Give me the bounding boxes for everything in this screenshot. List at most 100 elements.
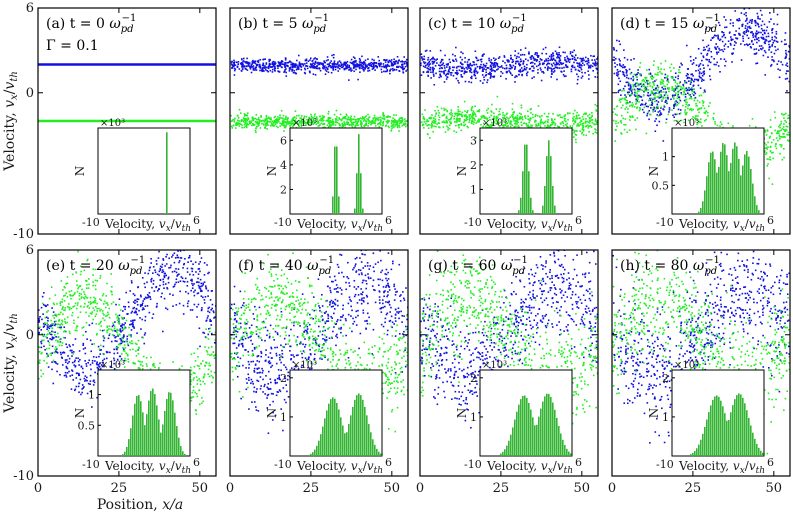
beam-blue-point: [511, 66, 513, 69]
beam-green-point: [276, 118, 278, 120]
beam-blue-point: [768, 49, 770, 51]
beam-green-point: [621, 90, 623, 92]
beam-green-point: [616, 114, 618, 116]
beam-green-point: [327, 110, 330, 113]
beam-blue-point: [443, 64, 446, 67]
beam-blue-point: [233, 74, 236, 76]
beam-green-point: [454, 113, 457, 116]
beam-blue-point: [689, 88, 692, 91]
beam-blue-point: [436, 62, 438, 64]
beam-blue-point: [543, 62, 545, 64]
beam-blue-point: [620, 65, 623, 68]
beam-blue-point: [445, 66, 448, 68]
beam-green-point: [626, 131, 628, 134]
inset-xlabel: Velocity, vx/vth: [486, 217, 573, 234]
beam-green-point: [467, 126, 469, 129]
beam-blue-point: [118, 298, 121, 300]
beam-blue-point: [321, 62, 324, 65]
axes-frame: [419, 7, 599, 235]
beam-green-point: [365, 121, 368, 123]
beam-blue-point: [43, 333, 46, 336]
beam-green-point: [382, 122, 384, 124]
beam-blue-point: [710, 50, 713, 53]
beam-blue-point: [420, 53, 423, 56]
beam-blue-point: [463, 68, 466, 70]
beam-blue-point: [247, 64, 250, 67]
beam-green-point: [782, 133, 784, 135]
beam-blue-point: [259, 67, 262, 69]
beam-blue-point: [666, 102, 668, 105]
beam-blue-point: [316, 62, 318, 64]
beam-blue-point: [152, 313, 155, 315]
beam-green-point: [653, 93, 656, 96]
beam-green-point: [537, 122, 540, 125]
beam-blue-point: [619, 89, 621, 91]
beam-green-point: [662, 82, 664, 85]
beam-green-point: [352, 121, 355, 124]
beam-blue-point: [493, 62, 496, 65]
beam-blue-point: [246, 62, 249, 65]
beam-blue-point: [176, 256, 179, 259]
beam-green-point: [438, 112, 440, 114]
beam-blue-point: [630, 71, 633, 74]
beam-blue-point: [628, 68, 631, 71]
beam-green-point: [471, 118, 474, 120]
beam-green-point: [446, 110, 448, 112]
beam-blue-point: [147, 272, 150, 275]
beam-blue-point: [336, 62, 339, 65]
beam-blue-point: [570, 70, 573, 73]
beam-blue-point: [71, 351, 73, 354]
beam-blue-point: [639, 83, 642, 85]
beam-blue-point: [282, 63, 284, 66]
beam-green-point: [673, 90, 675, 92]
beam-blue-point: [691, 63, 694, 65]
beam-green-point: [274, 115, 277, 118]
beam-blue-point: [356, 64, 358, 67]
beam-blue-point: [232, 61, 235, 64]
beam-green-point: [574, 130, 577, 132]
beam-blue-point: [747, 26, 749, 28]
beam-blue-point: [522, 62, 525, 64]
beam-green-point: [528, 125, 530, 128]
beam-green-point: [241, 120, 243, 122]
beam-blue-point: [324, 67, 326, 69]
beam-green-point: [682, 85, 685, 88]
beam-green-point: [624, 118, 627, 120]
beam-green-point: [355, 124, 357, 127]
beam-blue-point: [747, 30, 749, 32]
beam-blue-point: [732, 38, 734, 41]
beam-blue-point: [351, 62, 354, 65]
beam-blue-point: [444, 54, 446, 57]
beam-green-point: [364, 124, 366, 126]
beam-blue-point: [120, 324, 122, 327]
beam-blue-point: [718, 24, 721, 27]
beam-green-point: [662, 80, 665, 83]
beam-green-point: [468, 115, 471, 118]
beam-blue-point: [727, 40, 730, 42]
beam-green-point: [449, 121, 452, 124]
beam-green-point: [546, 120, 549, 123]
beam-blue-point: [380, 68, 383, 71]
beam-blue-point: [287, 61, 289, 64]
beam-blue-point: [424, 61, 427, 64]
beam-blue-point: [38, 317, 40, 320]
beam-blue-point: [290, 61, 292, 63]
beam-blue-point: [560, 70, 562, 73]
beam-green-point: [355, 120, 357, 123]
beam-green-point: [237, 115, 239, 117]
beam-blue-point: [505, 67, 508, 70]
beam-blue-point: [186, 271, 189, 273]
beam-green-point: [387, 125, 390, 128]
beam-green-point: [274, 123, 277, 126]
beam-blue-point: [384, 70, 387, 73]
beam-green-point: [374, 125, 377, 127]
beam-green-point: [395, 123, 398, 125]
beam-blue-point: [54, 331, 56, 334]
beam-blue-point: [121, 323, 124, 325]
beam-green-point: [338, 123, 341, 125]
beam-blue-point: [541, 52, 543, 55]
beam-blue-point: [207, 315, 209, 317]
beam-blue-point: [647, 105, 649, 108]
beam-blue-point: [724, 43, 727, 45]
beam-blue-point: [524, 47, 527, 49]
